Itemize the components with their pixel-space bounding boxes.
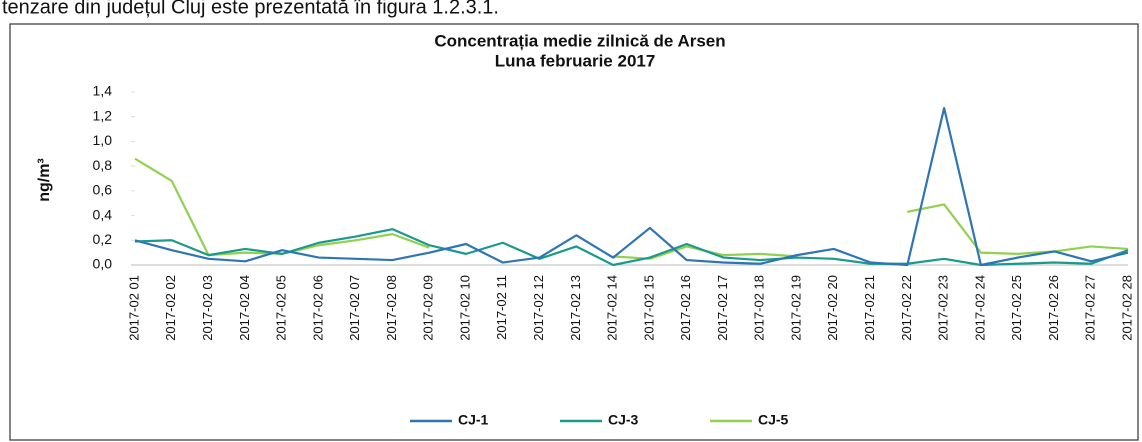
x-tick-label: 2017-02 22 [899,275,914,341]
chart-frame [9,23,1139,441]
x-tick-label: 2017-02 10 [457,275,472,341]
x-tick-label: 2017-02 16 [678,275,693,341]
y-tick-label: 0,0 [93,256,113,272]
x-tick-label: 2017-02 21 [862,275,877,341]
header-text: tenzare din județul Cluj este prezentată… [2,0,499,18]
x-tick-label: 2017-02 09 [421,275,436,341]
x-tick-label: 2017-02 23 [936,275,951,341]
y-tick-label: 0,2 [93,231,113,247]
series-line [134,106,1129,267]
x-tick-label: 2017-02 28 [1119,275,1134,341]
x-tick-label: 2017-02 11 [494,275,509,340]
x-tick-label: 2017-02 08 [384,275,399,341]
y-tick-label: 1,2 [93,107,113,123]
x-tick-label: 2017-02 02 [163,275,178,341]
x-tick-label: 2017-02 18 [752,275,767,341]
legend-label: CJ-5 [758,412,789,428]
x-tick-label: 2017-02 20 [825,275,840,341]
legend-label: CJ-1 [458,412,489,428]
x-tick-label: 2017-02 06 [310,275,325,341]
x-tick-label: 2017-02 13 [568,275,583,341]
x-tick-label: 2017-02 05 [274,275,289,341]
x-tick-label: 2017-02 19 [788,275,803,341]
y-tick-label: 1,0 [93,132,113,148]
chart-title: Concentrația medie zilnică de Arsen [434,31,725,50]
y-axis-label: ng/m³ [36,158,53,202]
x-tick-label: 2017-02 07 [347,275,362,341]
y-tick-label: 0,8 [93,157,113,173]
x-tick-label: 2017-02 01 [126,275,141,341]
y-tick-label: 1,4 [93,83,113,99]
x-tick-label: 2017-02 27 [1083,275,1098,341]
x-tick-label: 2017-02 24 [972,275,987,341]
x-tick-label: 2017-02 25 [1009,275,1024,341]
series-line [134,228,1129,267]
x-tick-label: 2017-02 03 [200,275,215,341]
x-tick-label: 2017-02 12 [531,275,546,341]
legend-label: CJ-3 [608,412,639,428]
y-tick-label: 0,6 [93,182,113,198]
chart-subtitle: Luna februarie 2017 [495,51,656,70]
x-tick-label: 2017-02 04 [237,275,252,341]
x-tick-label: 2017-02 17 [715,275,730,341]
y-tick-label: 0,4 [93,206,113,222]
x-tick-label: 2017-02 14 [605,275,620,341]
x-tick-label: 2017-02 15 [641,275,656,341]
x-tick-label: 2017-02 26 [1046,275,1061,341]
